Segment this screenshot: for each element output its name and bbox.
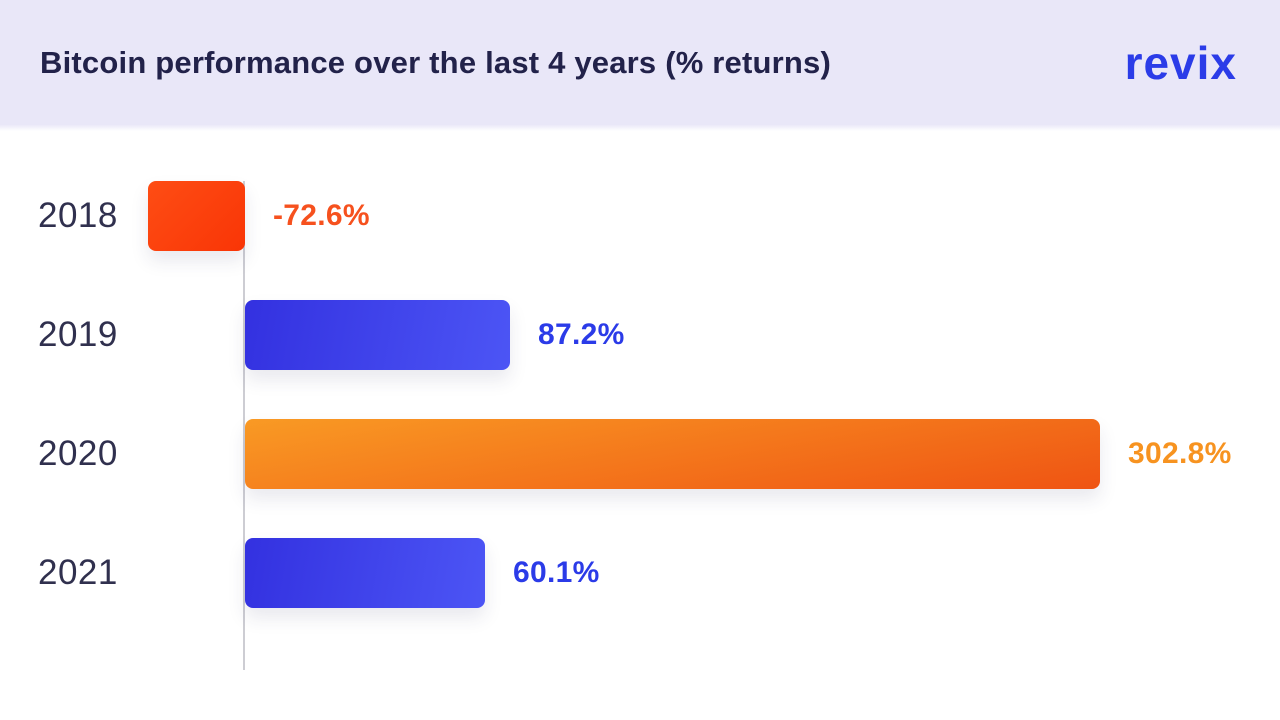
value-label: -72.6% xyxy=(273,199,370,232)
bar xyxy=(245,300,510,370)
bar xyxy=(148,181,245,251)
value-label: 60.1% xyxy=(513,556,600,589)
chart-row: 2021 60.1% xyxy=(0,538,1280,608)
header: Bitcoin performance over the last 4 year… xyxy=(0,0,1280,131)
chart-row: 2018 -72.6% xyxy=(0,181,1280,251)
chart-row: 2020 302.8% xyxy=(0,419,1280,489)
year-label: 2020 xyxy=(38,434,118,473)
zero-baseline xyxy=(243,181,245,670)
chart-row: 2019 87.2% xyxy=(0,300,1280,370)
value-label: 302.8% xyxy=(1128,437,1232,470)
bar xyxy=(245,538,485,608)
value-label: 87.2% xyxy=(538,318,625,351)
year-label: 2018 xyxy=(38,196,118,235)
year-label: 2021 xyxy=(38,553,118,592)
chart-title: Bitcoin performance over the last 4 year… xyxy=(40,44,832,80)
bar xyxy=(245,419,1100,489)
year-label: 2019 xyxy=(38,315,118,354)
revix-logo: revix xyxy=(1124,36,1237,89)
